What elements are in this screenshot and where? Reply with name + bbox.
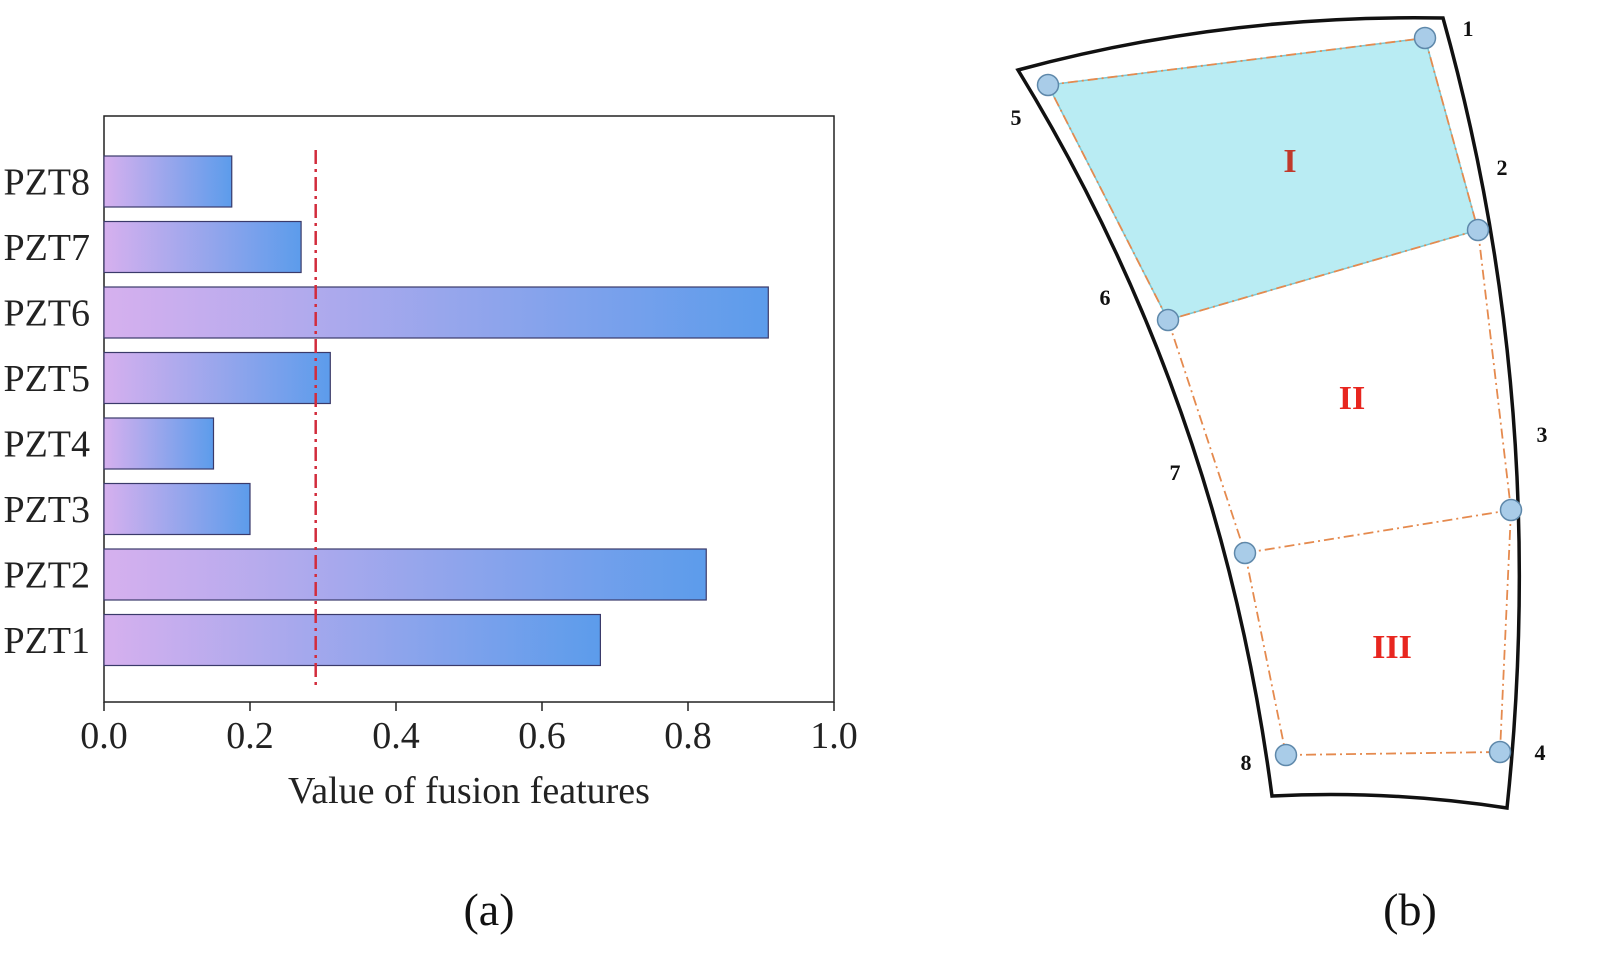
sensor-diagram-panel: 1 2 3 4 5 6 7 8 I II III (b) [1011, 16, 1548, 935]
bar-pzt7 [103, 220, 302, 274]
path-7-8 [1244, 552, 1287, 756]
x-tick-label-5: 1.0 [810, 715, 858, 757]
path-2-3 [1477, 229, 1512, 511]
sensor-node-2 [1466, 218, 1490, 242]
y-tick-label-pzt2: PZT2 [3, 555, 90, 597]
plot-frame [103, 115, 835, 703]
x-axis-ticks: 0.0 0.2 0.4 0.6 0.8 1.0 [80, 702, 858, 757]
bar-pzt4 [103, 417, 215, 470]
sensor-node-label-7: 7 [1170, 460, 1181, 485]
y-tick-label-pzt4: PZT4 [3, 424, 90, 466]
x-tick-label-1: 0.2 [226, 715, 274, 757]
path-6-7 [1167, 319, 1246, 554]
panel-label-b: (b) [1383, 884, 1437, 935]
y-tick-label-pzt1: PZT1 [3, 620, 90, 662]
blade-outline [1015, 16, 1522, 811]
x-tick-label-4: 0.8 [664, 715, 712, 757]
path-1-2 [1424, 37, 1479, 231]
sensor-node-label-6: 6 [1100, 285, 1111, 310]
sensor-node-6 [1156, 308, 1180, 332]
sensor-node-label-2: 2 [1497, 155, 1508, 180]
sensor-node-8 [1274, 743, 1298, 767]
sensor-node-5 [1036, 73, 1060, 97]
path-3-4 [1499, 509, 1512, 753]
path-5-1 [1047, 37, 1426, 86]
path-7-3 [1244, 509, 1512, 554]
bars [103, 155, 769, 667]
x-tick-label-0: 0.0 [80, 715, 128, 757]
y-tick-labels: PZT1 PZT2 PZT3 PZT4 PZT5 PZT6 PZT7 PZT8 [3, 162, 90, 663]
x-tick-label-2: 0.4 [372, 715, 420, 757]
sensor-node-label-3: 3 [1537, 422, 1548, 447]
path-6-5 [1047, 84, 1169, 321]
y-tick-label-pzt8: PZT8 [3, 162, 90, 204]
x-axis-title: Value of fusion features [288, 770, 650, 812]
panel-label-a: (a) [463, 884, 514, 935]
sensor-node-label-5: 5 [1011, 105, 1022, 130]
path-8-4 [1285, 751, 1501, 756]
sensor-nodes [1036, 26, 1523, 767]
sensor-node-7 [1233, 541, 1257, 565]
bar-pzt8 [103, 155, 233, 208]
sensor-node-1 [1413, 26, 1437, 50]
y-tick-label-pzt7: PZT7 [3, 227, 90, 269]
sensor-node-label-8: 8 [1241, 750, 1252, 775]
sensor-node-label-1: 1 [1463, 16, 1474, 41]
bar-pzt1 [103, 613, 601, 667]
sensing-paths [1047, 37, 1512, 756]
region-i-area [1046, 37, 1479, 321]
region-label-ii: II [1339, 380, 1365, 417]
sensor-node-3 [1499, 498, 1523, 522]
region-label-iii: III [1372, 629, 1412, 666]
bar-pzt5 [103, 351, 331, 405]
bar-pzt3 [103, 482, 251, 536]
y-tick-label-pzt5: PZT5 [3, 358, 90, 400]
y-tick-label-pzt6: PZT6 [3, 293, 90, 335]
region-label-i: I [1283, 143, 1296, 180]
bar-pzt6 [103, 286, 769, 339]
path-2-6 [1167, 229, 1479, 321]
bar-pzt2 [103, 548, 707, 601]
y-tick-label-pzt3: PZT3 [3, 489, 90, 531]
sensor-node-4 [1488, 740, 1512, 764]
x-tick-label-3: 0.6 [518, 715, 566, 757]
sensor-node-labels: 1 2 3 4 5 6 7 8 [1011, 16, 1548, 775]
sensor-node-label-4: 4 [1535, 740, 1546, 765]
